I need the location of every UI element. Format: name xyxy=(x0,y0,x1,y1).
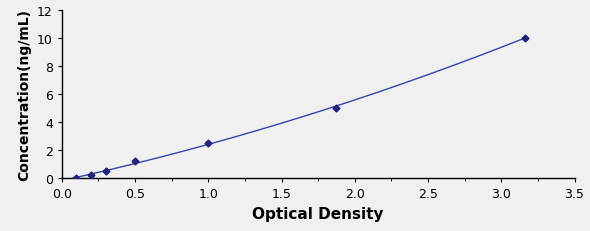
Y-axis label: Concentration(ng/mL): Concentration(ng/mL) xyxy=(17,9,31,180)
X-axis label: Optical Density: Optical Density xyxy=(253,206,384,221)
